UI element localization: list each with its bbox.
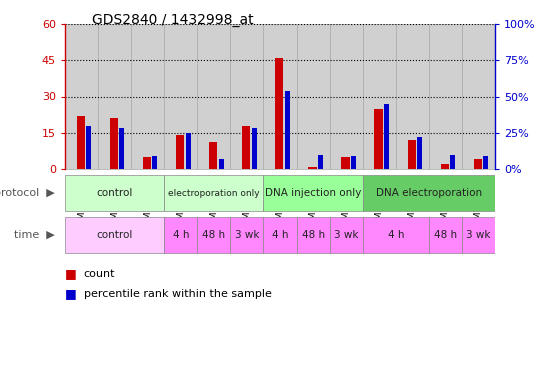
Bar: [407, 140, 416, 169]
Text: 48 h: 48 h: [202, 230, 226, 240]
Bar: [264, 217, 296, 253]
Bar: [176, 135, 184, 169]
Bar: [65, 217, 164, 253]
Bar: [197, 217, 230, 253]
Text: 3 wk: 3 wk: [466, 230, 491, 240]
Text: 3 wk: 3 wk: [334, 230, 359, 240]
Text: count: count: [84, 269, 115, 279]
Text: DNA injection only: DNA injection only: [265, 188, 361, 198]
Text: 3 wk: 3 wk: [235, 230, 259, 240]
Text: protocol  ▶: protocol ▶: [0, 188, 54, 198]
Text: DNA electroporation: DNA electroporation: [376, 188, 482, 198]
Text: ■: ■: [65, 268, 77, 280]
Bar: [110, 118, 118, 169]
Bar: [219, 159, 224, 169]
Text: 4 h: 4 h: [173, 230, 189, 240]
Text: 48 h: 48 h: [302, 230, 325, 240]
Bar: [65, 24, 98, 169]
Bar: [65, 175, 164, 211]
Bar: [164, 217, 197, 253]
Bar: [450, 154, 455, 169]
Bar: [143, 157, 151, 169]
Bar: [363, 24, 396, 169]
Bar: [209, 142, 217, 169]
Text: control: control: [96, 188, 133, 198]
Bar: [264, 175, 363, 211]
Bar: [483, 156, 488, 169]
Bar: [429, 217, 462, 253]
Bar: [351, 156, 356, 169]
Bar: [375, 109, 383, 169]
Text: time  ▶: time ▶: [13, 230, 54, 240]
Bar: [462, 217, 495, 253]
Bar: [330, 24, 363, 169]
Bar: [363, 217, 429, 253]
Bar: [131, 24, 164, 169]
Text: GDS2840 / 1432998_at: GDS2840 / 1432998_at: [92, 13, 254, 27]
Bar: [164, 175, 264, 211]
Bar: [308, 167, 317, 169]
Bar: [197, 24, 230, 169]
Bar: [462, 24, 495, 169]
Bar: [318, 154, 323, 169]
Bar: [396, 24, 429, 169]
Bar: [164, 24, 197, 169]
Text: percentile rank within the sample: percentile rank within the sample: [84, 289, 272, 299]
Bar: [275, 58, 284, 169]
Bar: [363, 175, 495, 211]
Text: 48 h: 48 h: [434, 230, 457, 240]
Bar: [252, 128, 257, 169]
Bar: [296, 24, 330, 169]
Bar: [264, 24, 296, 169]
Text: control: control: [96, 230, 133, 240]
Bar: [230, 24, 264, 169]
Bar: [185, 133, 190, 169]
Text: ■: ■: [65, 288, 77, 301]
Bar: [441, 164, 449, 169]
Bar: [86, 126, 91, 169]
Bar: [330, 217, 363, 253]
Bar: [384, 104, 389, 169]
Text: electroporation only: electroporation only: [168, 189, 259, 197]
Bar: [152, 156, 158, 169]
Bar: [429, 24, 462, 169]
Bar: [242, 126, 250, 169]
Text: 4 h: 4 h: [272, 230, 288, 240]
Bar: [120, 128, 124, 169]
Bar: [341, 157, 349, 169]
Bar: [98, 24, 131, 169]
Bar: [296, 217, 330, 253]
Text: 4 h: 4 h: [388, 230, 404, 240]
Bar: [417, 137, 422, 169]
Bar: [285, 91, 290, 169]
Bar: [474, 159, 482, 169]
Bar: [230, 217, 264, 253]
Bar: [77, 116, 85, 169]
